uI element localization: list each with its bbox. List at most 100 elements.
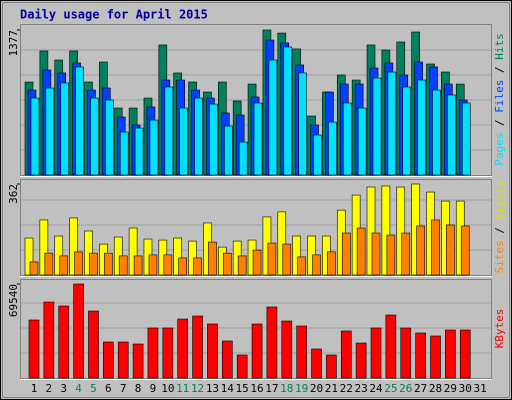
legend: Pages / Files / Hits xyxy=(493,33,506,166)
x-tick-label: 16 xyxy=(250,382,263,395)
x-tick-label: 15 xyxy=(236,382,249,395)
legend-entry: Files xyxy=(493,80,506,113)
x-tick-label: 13 xyxy=(206,382,219,395)
bar xyxy=(118,255,128,276)
bar xyxy=(179,107,188,176)
bar xyxy=(162,327,174,379)
bar xyxy=(163,254,173,276)
bar xyxy=(128,227,138,276)
bar xyxy=(298,72,307,176)
bar xyxy=(253,102,263,176)
x-tick-label: 25 xyxy=(384,382,397,395)
bar xyxy=(297,256,306,276)
bar xyxy=(283,46,293,176)
chart-title: Daily usage for April 2015 xyxy=(20,8,208,22)
bar xyxy=(224,125,233,176)
bar xyxy=(313,134,322,176)
bar xyxy=(252,249,262,276)
x-tick-label: 23 xyxy=(355,382,368,395)
legend-entry: Visits xyxy=(493,181,506,221)
y-tick-label: 69540 xyxy=(7,284,20,317)
bar xyxy=(431,219,440,276)
bar xyxy=(164,86,174,176)
bar xyxy=(385,314,397,379)
bar xyxy=(417,79,426,176)
x-tick-label: 14 xyxy=(221,382,235,395)
legend: KBytes xyxy=(493,309,506,349)
bar xyxy=(58,305,70,379)
bar xyxy=(236,354,248,379)
bar xyxy=(416,225,425,276)
legend: Sites / Visits xyxy=(493,181,506,274)
bar xyxy=(370,327,382,379)
bar xyxy=(207,323,218,379)
bar xyxy=(432,89,441,176)
bar xyxy=(192,315,203,379)
bar xyxy=(402,86,412,176)
bar xyxy=(447,94,456,176)
x-tick-label: 24 xyxy=(369,382,383,395)
bar xyxy=(459,329,471,379)
x-tick-label: 1 xyxy=(31,382,38,395)
bar xyxy=(328,121,337,176)
x-tick-label: 21 xyxy=(325,382,338,395)
bar xyxy=(28,319,40,379)
bar xyxy=(340,330,352,379)
bar xyxy=(372,77,382,176)
bar xyxy=(326,354,337,379)
bar xyxy=(401,232,411,276)
bar xyxy=(149,119,159,176)
bar xyxy=(209,103,218,176)
bar xyxy=(24,237,34,276)
y-tick-label: 362 xyxy=(7,184,20,204)
x-tick-label: 17 xyxy=(265,382,278,395)
x-tick-label: 18 xyxy=(280,382,293,395)
bar xyxy=(103,341,114,379)
bar xyxy=(43,301,55,379)
bar xyxy=(237,255,247,276)
bar xyxy=(73,283,84,379)
bar xyxy=(178,257,187,276)
bar xyxy=(460,225,470,276)
bar xyxy=(251,323,263,379)
bar xyxy=(222,340,233,379)
bar xyxy=(134,127,144,176)
bar xyxy=(238,141,248,176)
bar xyxy=(296,325,307,379)
bar xyxy=(445,329,456,379)
bar xyxy=(104,252,113,276)
bar xyxy=(105,99,114,176)
bar xyxy=(74,251,83,276)
legend-entry: Pages xyxy=(493,133,506,166)
x-tick-label: 5 xyxy=(90,382,97,395)
legend-separator: / xyxy=(493,220,506,240)
legend-entry: Hits xyxy=(493,33,506,60)
bar xyxy=(281,320,293,379)
bar xyxy=(223,252,232,276)
bar xyxy=(446,224,455,276)
bar xyxy=(208,241,217,276)
bar xyxy=(355,342,367,379)
bar xyxy=(396,186,406,276)
legend-entry: Sites xyxy=(493,240,506,273)
x-tick-label: 2 xyxy=(46,382,53,395)
bar xyxy=(59,255,69,276)
bar xyxy=(415,332,426,379)
x-tick-label: 10 xyxy=(161,382,174,395)
bar xyxy=(39,219,49,276)
bar xyxy=(117,341,129,379)
bar xyxy=(60,82,70,176)
bar xyxy=(277,211,287,276)
bar xyxy=(461,102,471,176)
x-tick-label: 11 xyxy=(176,382,189,395)
bar xyxy=(266,306,278,379)
bar xyxy=(193,257,202,276)
bar xyxy=(44,252,54,276)
bar xyxy=(133,255,143,276)
bar xyxy=(119,131,129,176)
bar xyxy=(366,186,376,276)
x-tick-label: 9 xyxy=(150,382,157,395)
bar xyxy=(311,348,322,379)
